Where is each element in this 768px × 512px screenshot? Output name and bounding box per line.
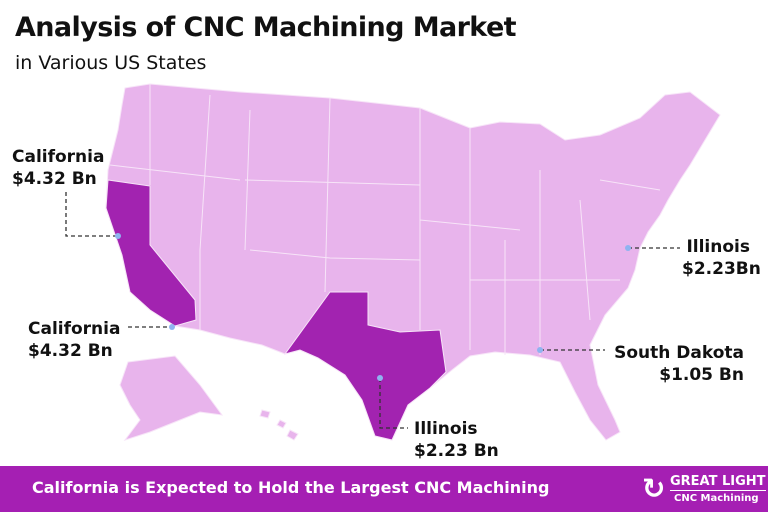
- state-borders: [109, 84, 661, 355]
- callout-state: Illinois: [686, 237, 750, 257]
- page-subtitle: in Various US States: [15, 52, 207, 74]
- marker-dot: [115, 233, 121, 239]
- logo-subtitle: CNC Machining: [674, 493, 759, 504]
- callout-lines: [65, 192, 680, 429]
- callout-value: $2.23Bn: [682, 259, 761, 279]
- page-title: Analysis of CNC Machining Market: [15, 12, 517, 43]
- footer-banner: California is Expected to Hold the Large…: [0, 466, 768, 512]
- callout-state: California: [28, 319, 121, 339]
- california-state: [105, 179, 197, 327]
- callout-california-south: California $4.32 Bn: [28, 318, 120, 362]
- callout-state: Illinois: [414, 419, 478, 439]
- marker-dot: [169, 324, 175, 330]
- callout-illinois-east: Illinois $2.23Bn: [682, 236, 761, 280]
- logo-name: GREAT LIGHT: [670, 474, 766, 491]
- texas-state: [283, 291, 447, 441]
- callout-state: California: [12, 147, 105, 167]
- marker-dots: [115, 233, 631, 381]
- hawaii: [259, 409, 299, 441]
- us-map: [65, 83, 721, 441]
- callout-south-dakota: South Dakota $1.05 Bn: [612, 342, 744, 386]
- marker-dot: [537, 347, 543, 353]
- callout-illinois-texas: Illinois $2.23 Bn: [414, 418, 499, 462]
- callout-value: $2.23 Bn: [414, 441, 499, 461]
- callout-california-north: California $4.32 Bn: [12, 146, 104, 190]
- callout-value: $4.32 Bn: [28, 341, 113, 361]
- callout-state: South Dakota: [614, 343, 744, 363]
- alaska: [119, 355, 224, 441]
- logo-g-icon: ↻: [642, 472, 666, 505]
- callout-value: $4.32 Bn: [12, 169, 97, 189]
- banner-text: California is Expected to Hold the Large…: [32, 478, 550, 497]
- callout-value: $1.05 Bn: [659, 365, 744, 385]
- lower-48-states: [105, 83, 721, 441]
- marker-dot: [377, 375, 383, 381]
- marker-dot: [625, 245, 631, 251]
